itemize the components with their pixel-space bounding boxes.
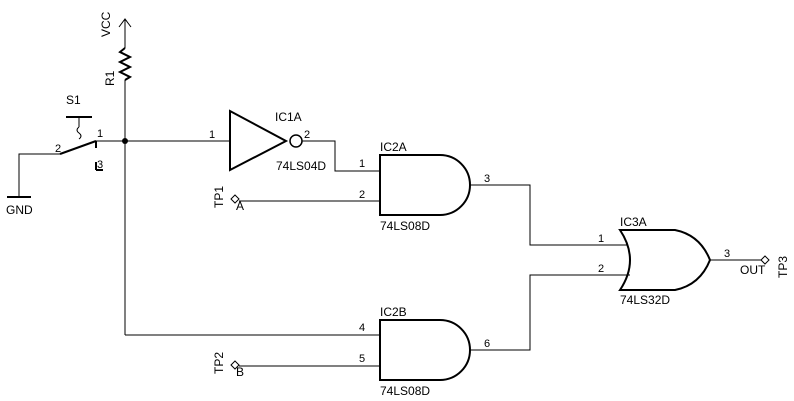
- s1-label: S1: [66, 93, 81, 107]
- ic3a-pin-out: 3: [724, 248, 730, 260]
- ic3a-pin-b: 2: [598, 263, 604, 275]
- tp3-ref: TP3: [776, 256, 790, 278]
- ic1a-pin-in: 1: [209, 129, 215, 141]
- tp1-ref: TP1: [212, 186, 226, 208]
- ic2a-pin-a: 1: [359, 158, 365, 170]
- ground-symbol: GND: [6, 153, 60, 217]
- resistor-r1: R1: [103, 47, 133, 86]
- ic2a-pin-out: 3: [484, 173, 490, 185]
- and-gate-ic2a: IC2A 74LS08D 1 2 3: [359, 140, 490, 233]
- s1-pin1: 1: [97, 128, 103, 140]
- switch-s1: S1 1 2 3: [55, 93, 125, 171]
- ic2a-pin-b: 2: [359, 189, 365, 201]
- r1-label: R1: [103, 70, 117, 86]
- ic2b-pin-a: 4: [359, 322, 365, 334]
- ic1a-ref: IC1A: [275, 110, 302, 124]
- ic2b-pin-out: 6: [484, 338, 490, 350]
- gnd-label: GND: [6, 203, 33, 217]
- testpoint-tp3: OUT TP3: [710, 255, 790, 278]
- or-gate-ic3a: IC3A 74LS32D 1 2 3: [598, 215, 730, 307]
- tp3-net: OUT: [740, 263, 766, 277]
- ic2b-part: 74LS08D: [380, 384, 430, 398]
- ic2b-ref: IC2B: [380, 305, 407, 319]
- tp1-net: A: [236, 199, 244, 213]
- ic2b-pin-b: 5: [359, 353, 365, 365]
- vcc-label: VCC: [99, 11, 113, 37]
- ic3a-ref: IC3A: [620, 215, 647, 229]
- testpoint-tp2: TP2 B: [212, 352, 380, 379]
- ic1a-pin-out: 2: [304, 129, 310, 141]
- vcc-symbol: VCC: [99, 11, 132, 48]
- s1-pin3: 3: [97, 159, 103, 171]
- tp2-net: B: [236, 365, 244, 379]
- ic1a-part: 74LS04D: [276, 159, 326, 173]
- testpoint-tp1: TP1 A: [212, 186, 380, 213]
- ic2a-ref: IC2A: [380, 140, 407, 154]
- ic2a-part: 74LS08D: [380, 219, 430, 233]
- tp2-ref: TP2: [212, 352, 226, 374]
- ic3a-part: 74LS32D: [620, 293, 670, 307]
- and-gate-ic2b: IC2B 74LS08D 4 5 6: [359, 305, 490, 398]
- ic3a-pin-a: 1: [598, 233, 604, 245]
- s1-pin2: 2: [55, 143, 61, 155]
- inverter-ic1a: IC1A 74LS04D 1 2: [209, 109, 326, 173]
